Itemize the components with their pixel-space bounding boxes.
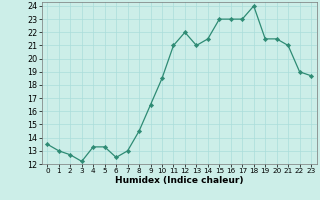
X-axis label: Humidex (Indice chaleur): Humidex (Indice chaleur)	[115, 176, 244, 185]
